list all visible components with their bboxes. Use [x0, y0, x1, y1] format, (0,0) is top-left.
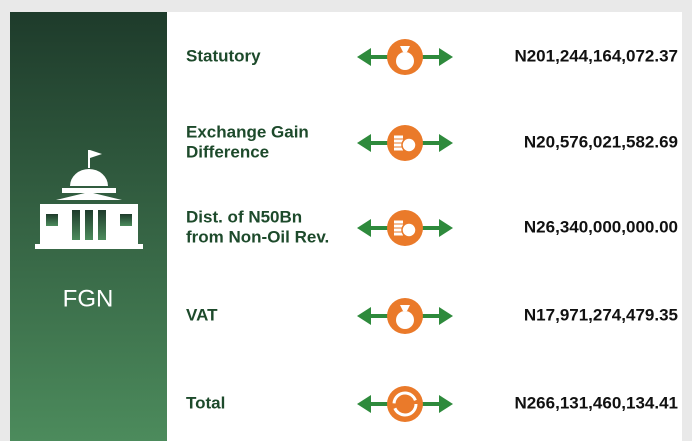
arrow-right: [439, 48, 453, 66]
arrow-left: [357, 134, 371, 152]
sidebar-label: FGN: [63, 285, 114, 312]
arrow-right: [439, 219, 453, 237]
icon-cycle: [392, 391, 418, 417]
icon-coin: [394, 143, 403, 147]
row-amount: N266,131,460,134.41: [514, 393, 678, 412]
icon-bag: [396, 52, 414, 70]
arrow-left: [357, 395, 371, 413]
icon-coin: [394, 139, 403, 143]
icon-coin: [394, 232, 403, 236]
building-windows: [46, 210, 132, 240]
arrow-left: [357, 219, 371, 237]
icon-coin: [394, 135, 403, 139]
icon-coin-big: [401, 137, 417, 153]
row-amount: N201,244,164,072.37: [514, 46, 678, 65]
icon-coin: [394, 220, 403, 224]
row-label: Exchange Gain: [186, 122, 309, 141]
icon-bag-top: [400, 305, 410, 311]
row-amount: N17,971,274,479.35: [524, 305, 678, 324]
row-label: from Non-Oil Rev.: [186, 227, 329, 246]
arrow-left: [357, 48, 371, 66]
row-label: VAT: [186, 305, 218, 324]
icon-coin-big: [401, 222, 417, 238]
icon-coin: [394, 228, 403, 232]
row-label: Dist. of N50Bn: [186, 207, 302, 226]
arrow-left: [357, 307, 371, 325]
icon-bag-top: [400, 46, 410, 52]
row-amount: N20,576,021,582.69: [524, 132, 678, 151]
arrow-right: [439, 307, 453, 325]
row-label: Statutory: [186, 46, 261, 65]
arrow-right: [439, 395, 453, 413]
arrow-right: [439, 134, 453, 152]
icon-circle: [387, 386, 423, 422]
icon-bag: [396, 311, 414, 329]
row-label: Difference: [186, 142, 269, 161]
row-amount: N26,340,000,000.00: [524, 217, 678, 236]
icon-coin: [394, 224, 403, 228]
row-label: Total: [186, 393, 225, 412]
icon-coin: [394, 147, 403, 151]
